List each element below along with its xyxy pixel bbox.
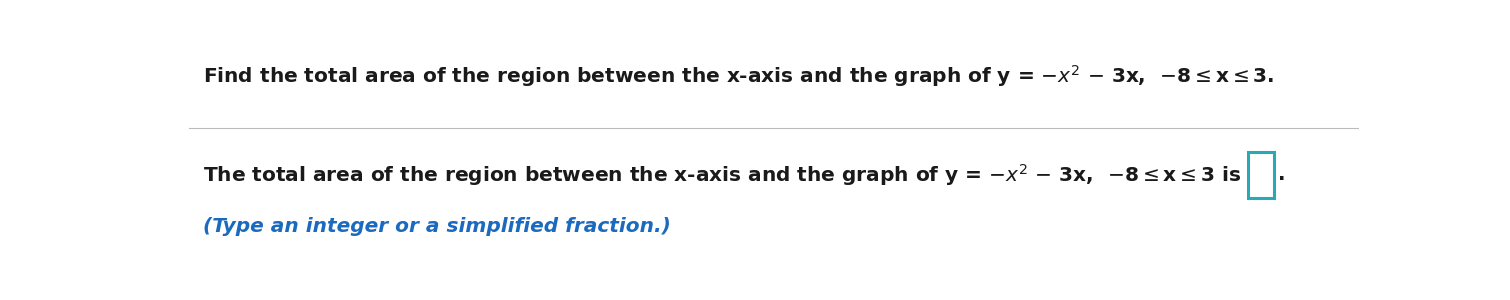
Text: Find the total area of the region between the x-axis and the graph of y = $-x^{2: Find the total area of the region betwee… bbox=[202, 64, 1274, 89]
Text: (Type an integer or a simplified fraction.): (Type an integer or a simplified fractio… bbox=[202, 217, 670, 236]
Bar bbox=[1249, 152, 1274, 198]
Text: .: . bbox=[1277, 165, 1285, 184]
Text: The total area of the region between the x-axis and the graph of y = $-x^{2}$ $-: The total area of the region between the… bbox=[202, 162, 1241, 188]
